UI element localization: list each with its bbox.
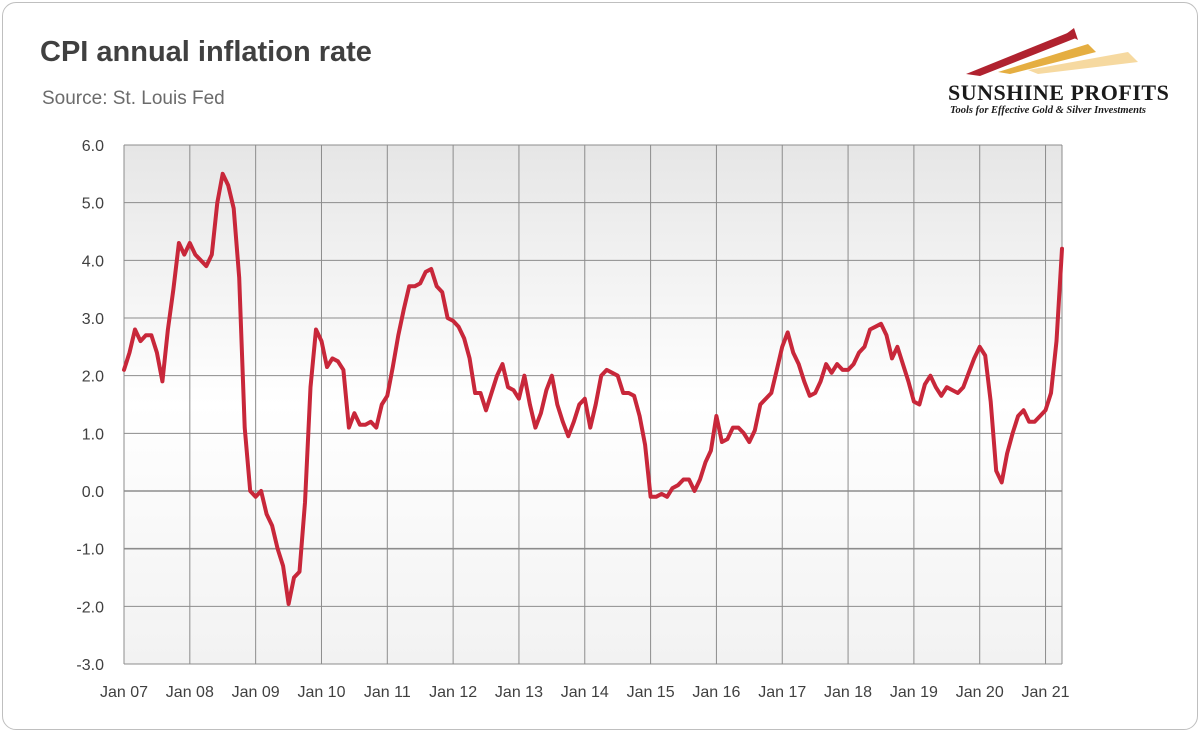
x-tick-label: Jan 16 — [692, 684, 740, 701]
x-tick-label: Jan 10 — [297, 684, 345, 701]
x-tick-label: Jan 18 — [824, 684, 872, 701]
y-tick-label: -1.0 — [76, 542, 104, 559]
x-tick-label: Jan 20 — [956, 684, 1004, 701]
y-tick-label: 4.0 — [82, 253, 104, 270]
x-tick-label: Jan 12 — [429, 684, 477, 701]
x-tick-label: Jan 07 — [100, 684, 148, 701]
series-line-cpi-inflation — [122, 171, 1064, 606]
y-tick-label: 1.0 — [82, 426, 104, 443]
y-tick-label: 2.0 — [82, 369, 104, 386]
y-tick-label: 0.0 — [82, 484, 104, 501]
y-tick-label: 3.0 — [82, 311, 104, 328]
x-tick-label: Jan 09 — [232, 684, 280, 701]
logo-swoosh-icon — [966, 28, 1138, 76]
x-tick-label: Jan 17 — [758, 684, 806, 701]
x-tick-label: Jan 19 — [890, 684, 938, 701]
x-tick-label: Jan 11 — [364, 684, 411, 701]
x-tick-label: Jan 14 — [561, 684, 609, 701]
y-tick-label: -2.0 — [76, 599, 104, 616]
x-tick-label: Jan 13 — [495, 684, 543, 701]
x-tick-label: Jan 08 — [166, 684, 214, 701]
y-tick-label: -3.0 — [76, 657, 104, 674]
y-tick-label: 5.0 — [82, 196, 104, 213]
chart-source: Source: St. Louis Fed — [42, 88, 225, 109]
y-tick-label: 6.0 — [82, 138, 104, 155]
logo-name: SUNSHINE PROFITS — [948, 80, 1170, 105]
plot-area — [124, 145, 1062, 664]
sunshine-profits-logo: SUNSHINE PROFITS Tools for Effective Gol… — [938, 22, 1178, 122]
logo-tagline: Tools for Effective Gold & Silver Invest… — [950, 105, 1146, 116]
chart-title: CPI annual inflation rate — [40, 36, 372, 68]
x-tick-label: Jan 21 — [1022, 684, 1070, 701]
x-tick-label: Jan 15 — [627, 684, 675, 701]
